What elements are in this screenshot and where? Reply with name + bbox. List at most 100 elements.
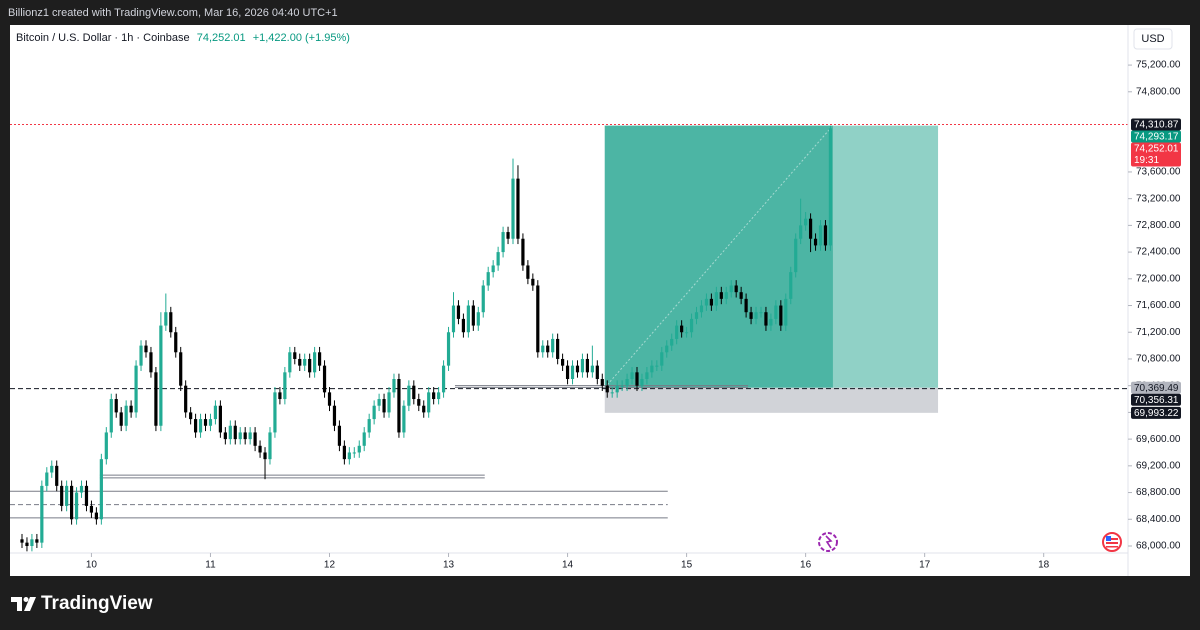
candle-body bbox=[813, 238, 818, 246]
candle-body bbox=[531, 278, 535, 286]
candle-body bbox=[367, 419, 371, 433]
candle-body bbox=[20, 539, 24, 543]
candle-body bbox=[471, 305, 475, 326]
candle-body bbox=[248, 432, 252, 440]
candle-body bbox=[729, 285, 733, 293]
candle-body bbox=[322, 365, 327, 393]
candle-body bbox=[50, 465, 54, 473]
candle-body bbox=[645, 372, 649, 380]
candle-body bbox=[422, 405, 426, 413]
candle-body bbox=[412, 385, 416, 400]
candle-body bbox=[640, 379, 644, 386]
y-tick-label: 69,200.00 bbox=[1136, 460, 1181, 471]
candle-body bbox=[823, 225, 828, 246]
candle-body bbox=[650, 365, 654, 373]
candle-body bbox=[456, 305, 461, 319]
candle-body bbox=[129, 405, 133, 413]
price-tag bbox=[1131, 406, 1181, 419]
candle-body bbox=[675, 325, 679, 339]
price-tag-label: 74,252.01 bbox=[1134, 144, 1179, 155]
candle-body bbox=[799, 225, 803, 239]
candle-body bbox=[724, 292, 728, 299]
country-flag-icon bbox=[1102, 532, 1122, 552]
candle-body bbox=[169, 312, 173, 333]
candle-body bbox=[243, 432, 247, 440]
candle-body bbox=[407, 385, 411, 406]
y-tick-label: 75,200.00 bbox=[1136, 60, 1181, 71]
y-tick-label: 70,800.00 bbox=[1136, 354, 1181, 365]
candle-body bbox=[139, 345, 143, 366]
candle-body bbox=[203, 419, 208, 426]
y-tick-label: 74,800.00 bbox=[1136, 86, 1181, 97]
candle-body bbox=[402, 405, 406, 433]
candle-body bbox=[124, 405, 128, 426]
candle-body bbox=[357, 445, 361, 453]
y-tick-label: 68,800.00 bbox=[1136, 487, 1181, 498]
candle-body bbox=[704, 298, 709, 306]
candle-body bbox=[709, 298, 713, 306]
currency[interactable]: USD bbox=[1141, 33, 1164, 45]
candle-body bbox=[417, 399, 421, 406]
candle-body bbox=[134, 365, 138, 413]
x-tick-label: 10 bbox=[86, 560, 98, 571]
candle-body bbox=[734, 285, 738, 293]
price-tag bbox=[1131, 118, 1181, 131]
candle-body bbox=[620, 385, 624, 387]
y-tick-label: 73,200.00 bbox=[1136, 193, 1181, 204]
candle-body bbox=[233, 425, 237, 440]
y-tick-label: 73,600.00 bbox=[1136, 167, 1181, 178]
candle-body bbox=[680, 325, 684, 333]
candle-body bbox=[144, 345, 148, 353]
last-price: 74,252.01 bbox=[197, 32, 246, 44]
candle-body bbox=[670, 338, 674, 346]
candle-body bbox=[283, 372, 287, 400]
y-tick-label: 68,000.00 bbox=[1136, 541, 1181, 552]
candle-body bbox=[784, 298, 788, 326]
candle-body bbox=[630, 372, 634, 380]
candle-body bbox=[486, 272, 490, 286]
candle-body bbox=[377, 399, 381, 406]
candle-body bbox=[521, 238, 525, 266]
candle-body bbox=[69, 485, 74, 520]
candle-body bbox=[739, 292, 743, 299]
candle-body bbox=[694, 312, 699, 319]
candle-body bbox=[818, 225, 823, 246]
candle-body bbox=[273, 392, 277, 433]
candle-body bbox=[40, 485, 44, 543]
price-tag-label: 70,356.31 bbox=[1134, 395, 1179, 406]
candle-body bbox=[308, 358, 312, 373]
candle-body bbox=[625, 379, 629, 386]
candle-body bbox=[779, 305, 783, 326]
candle-body bbox=[55, 465, 59, 486]
candle-body bbox=[556, 338, 560, 359]
candle-body bbox=[317, 352, 322, 366]
candle-body bbox=[189, 412, 193, 420]
x-tick-label: 11 bbox=[205, 560, 216, 571]
candle-body bbox=[184, 385, 188, 413]
candle-body bbox=[159, 325, 163, 426]
candle-body bbox=[74, 492, 79, 520]
currency-button[interactable] bbox=[1133, 28, 1173, 50]
candle-body bbox=[595, 365, 599, 380]
candle-body bbox=[565, 365, 570, 380]
y-tick-label: 69,600.00 bbox=[1136, 434, 1181, 445]
candle-body bbox=[551, 338, 555, 353]
candle-body bbox=[476, 312, 480, 326]
candle-body bbox=[303, 358, 307, 366]
candle-body bbox=[759, 312, 763, 314]
candle-body bbox=[580, 358, 585, 373]
candle-body bbox=[238, 432, 242, 440]
x-tick-label: 13 bbox=[443, 560, 455, 571]
candle-body bbox=[193, 419, 198, 433]
candle-body bbox=[392, 379, 396, 393]
candle-body bbox=[179, 352, 183, 386]
candle-body bbox=[45, 472, 49, 486]
y-tick-label: 72,000.00 bbox=[1136, 273, 1181, 284]
candle-body bbox=[719, 292, 723, 299]
candle-body bbox=[660, 352, 664, 366]
candle-body bbox=[511, 178, 515, 239]
candle-body bbox=[541, 345, 545, 353]
candle-body bbox=[610, 392, 614, 394]
candle-body bbox=[337, 425, 342, 446]
candle-body bbox=[65, 485, 69, 506]
